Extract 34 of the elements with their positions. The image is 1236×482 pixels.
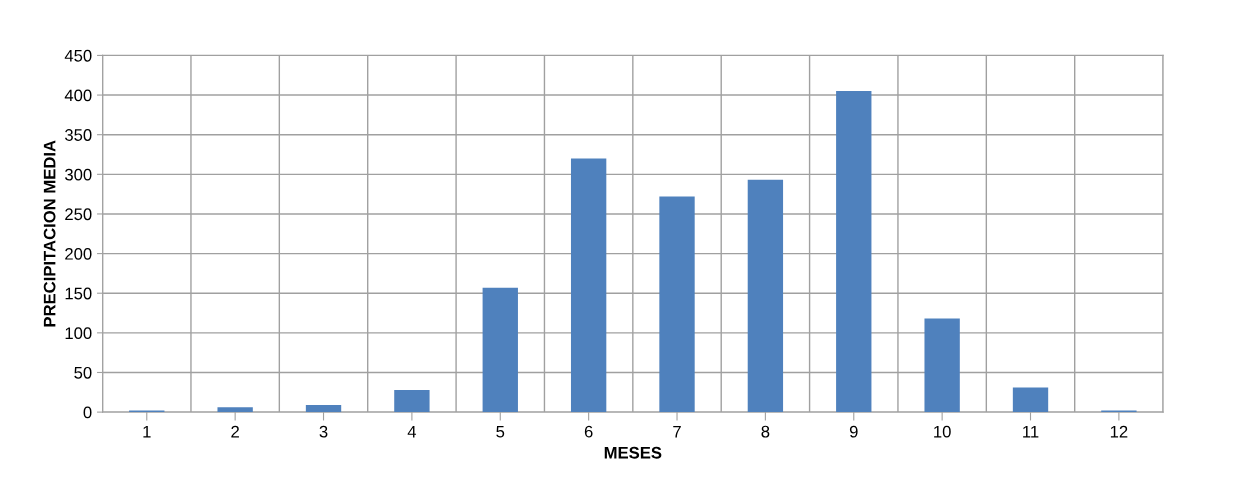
y-tick-label: 50	[74, 366, 92, 379]
x-tick-label: 1	[143, 425, 151, 438]
y-tick-label: 0	[83, 406, 92, 419]
x-tick-label: 2	[231, 425, 239, 438]
x-tick-label: 4	[407, 425, 417, 438]
x-tick-label: 10	[934, 425, 951, 438]
bar	[659, 196, 695, 413]
x-tick-label: 7	[673, 425, 681, 438]
x-tick-label: 12	[1110, 425, 1128, 438]
x-axis-title: MESES	[604, 446, 662, 459]
y-tick-label: 100	[65, 327, 92, 340]
y-tick-label: 300	[65, 168, 92, 181]
bar	[217, 407, 253, 413]
bar	[570, 158, 607, 413]
y-axis-title: PRECIPITACION MEDIA	[43, 140, 56, 327]
y-tick-label: 400	[64, 89, 92, 102]
x-tick-label: 5	[496, 425, 505, 438]
x-tick-label: 6	[584, 425, 593, 438]
bar	[482, 287, 518, 413]
y-tick-label: 450	[64, 49, 92, 62]
x-tick-label: 3	[319, 425, 328, 438]
bar	[394, 389, 430, 413]
y-tick-label: 250	[65, 208, 92, 221]
bar	[836, 91, 872, 413]
x-tick-label: 9	[849, 425, 858, 438]
bar	[747, 179, 784, 413]
y-tick-label: 200	[65, 247, 92, 260]
bar	[924, 318, 960, 413]
y-tick-label: 350	[65, 129, 92, 141]
y-tick-label: 150	[65, 287, 92, 300]
x-tick-label: 11	[1023, 425, 1039, 438]
bar	[1012, 387, 1049, 413]
x-tick-label: 8	[761, 425, 770, 438]
bar	[305, 404, 342, 413]
